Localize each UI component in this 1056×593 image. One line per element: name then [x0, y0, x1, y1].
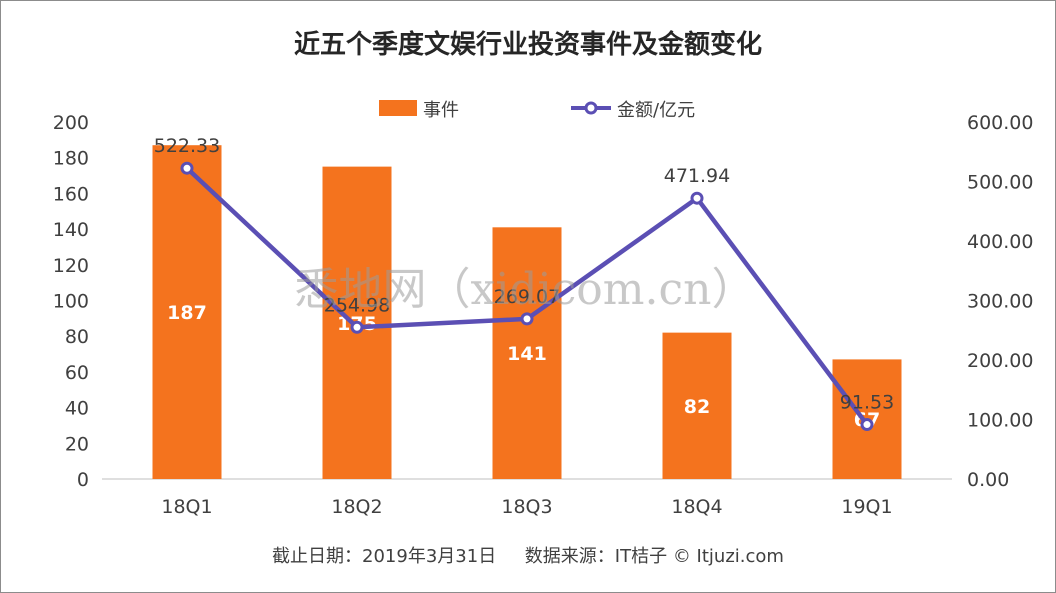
left-axis-tick-label: 80	[65, 326, 89, 348]
right-axis-tick-label: 100.00	[967, 410, 1033, 432]
x-axis: 18Q1 18Q2 18Q3 18Q4 19Q1	[161, 496, 892, 518]
right-axis-tick-label: 600.00	[967, 112, 1033, 134]
bar	[662, 332, 732, 479]
right-axis-tick-label: 400.00	[967, 231, 1033, 253]
line-value-label: 471.94	[664, 165, 730, 187]
left-axis-tick-label: 20	[65, 433, 89, 455]
left-axis-tick-label: 40	[65, 398, 89, 420]
line-point	[520, 312, 534, 326]
bar-value-label: 141	[507, 343, 547, 365]
right-axis-tick-label: 0.00	[967, 469, 1009, 491]
bar	[152, 145, 222, 479]
bar-series: 1871751418267	[152, 145, 902, 479]
right-axis-tick-label: 300.00	[967, 291, 1033, 313]
watermark: 悉地网（xidicom.cn）	[295, 264, 756, 315]
chart-title: 近五个季度文娱行业投资事件及金额变化	[294, 29, 762, 60]
left-axis-tick-label: 160	[53, 183, 89, 205]
right-axis-tick-label: 500.00	[967, 172, 1033, 194]
line-value-label: 91.53	[840, 392, 894, 414]
line-point	[350, 320, 364, 334]
right-axis: 0.00 100.00 200.00 300.00 400.00 500.00 600.00	[967, 112, 1033, 491]
left-axis-tick-label: 140	[53, 219, 89, 241]
left-axis-tick-label: 60	[65, 362, 89, 384]
x-axis-tick-label: 18Q4	[671, 496, 722, 518]
legend-bar-label: 事件	[423, 100, 459, 121]
line-point	[860, 418, 874, 432]
source-note: 截止日期：2019年3月31日 数据来源：IT桔子 © Itjuzi.com	[272, 546, 784, 567]
x-axis-tick-label: 18Q2	[331, 496, 382, 518]
left-axis-tick-label: 120	[53, 255, 89, 277]
x-axis-tick-label: 18Q3	[501, 496, 552, 518]
line-point	[690, 191, 704, 205]
bar	[492, 227, 562, 479]
legend-line-label: 金额/亿元	[617, 100, 695, 121]
left-axis-tick-label: 100	[53, 291, 89, 313]
x-axis-tick-label: 19Q1	[841, 496, 892, 518]
line-point	[180, 161, 194, 175]
x-axis-tick-label: 18Q1	[161, 496, 212, 518]
legend-line-marker	[584, 101, 598, 115]
right-axis-tick-label: 200.00	[967, 350, 1033, 372]
line-value-label: 522.33	[154, 135, 220, 157]
line-value-label: 254.98	[324, 294, 390, 316]
left-axis-tick-label: 0	[77, 469, 89, 491]
line-series: 522.33 254.98 269.07 471.94 91.53	[154, 135, 894, 432]
left-axis: 0 20 40 60 80 100 120 140 160 180 200	[53, 112, 89, 491]
legend-bar-swatch	[379, 100, 417, 116]
left-axis-tick-label: 180	[53, 148, 89, 170]
bar-value-label: 82	[684, 396, 710, 418]
bar-value-label: 187	[167, 302, 207, 324]
left-axis-tick-label: 200	[53, 112, 89, 134]
line-value-label: 269.07	[494, 286, 560, 308]
